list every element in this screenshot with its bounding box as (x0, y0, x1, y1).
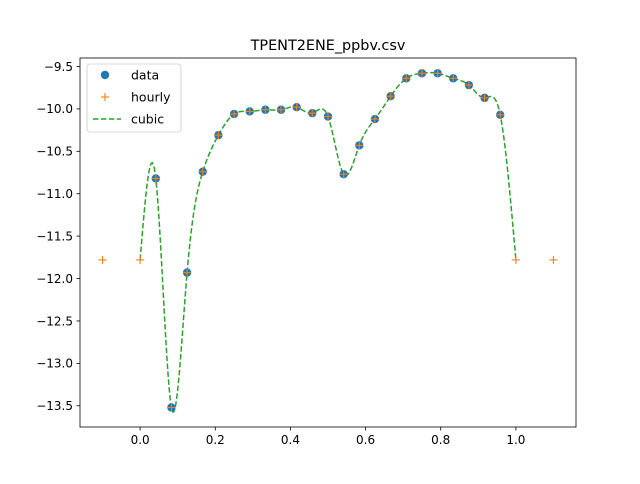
axes-frame (79, 57, 577, 428)
legend-box (86, 63, 182, 133)
plot-area (79, 57, 577, 428)
hourly-point (339, 170, 348, 179)
hourly-point (214, 131, 223, 140)
hourly-point (417, 69, 426, 78)
y-tick-label: −11.5 (36, 229, 73, 243)
hourly-point (511, 255, 520, 264)
x-tick-label: 1.0 (506, 433, 525, 447)
legend-marker-data (100, 70, 110, 80)
hourly-point (402, 74, 411, 83)
x-tick-label: 0.0 (131, 433, 150, 447)
hourly-point (261, 105, 270, 114)
hourly-point (449, 74, 458, 83)
y-tick-label: −13.0 (36, 357, 73, 371)
hourly-point (292, 103, 301, 112)
chart-title: TPENT2ENE_ppbv.csv (250, 38, 406, 54)
hourly-point (496, 110, 505, 119)
x-tick-label: 0.2 (206, 433, 225, 447)
hourly-point (151, 174, 160, 183)
y-tick-label: −13.5 (36, 399, 73, 413)
legend-entry-hourly: hourly (101, 90, 171, 105)
hourly-point (480, 93, 489, 102)
x-tick-label: 0.6 (356, 433, 375, 447)
legend-label: data (131, 68, 159, 83)
hourly-point (230, 109, 239, 118)
x-tick-label: 0.4 (281, 433, 300, 447)
hourly-point (277, 105, 286, 114)
y-tick-label: −11.0 (36, 187, 73, 201)
hourly-point (324, 112, 332, 121)
y-tick-label: −12.0 (36, 272, 73, 286)
hourly-point (549, 255, 558, 264)
hourly-point (167, 403, 176, 412)
hourly-point (355, 141, 364, 150)
hourly-point (308, 109, 317, 118)
legend-label: hourly (131, 90, 171, 105)
y-tick-label: −9.5 (44, 60, 73, 74)
legend: data hourly cubic (86, 63, 182, 133)
hourly-point (386, 92, 395, 101)
hourly-point (245, 107, 254, 116)
y-axis: −9.5 −10.0 −10.5 −11.0 −11.5 −12.0 −12.5 −13.0 −… (36, 60, 80, 413)
legend-label: cubic (131, 112, 164, 127)
hourly-point (98, 255, 107, 264)
legend-entry-data: data (100, 68, 159, 83)
hourly-point (464, 81, 473, 90)
hourly-point (370, 115, 379, 124)
x-tick-label: 0.8 (431, 433, 450, 447)
hourly-point (183, 268, 192, 277)
hourly-point (136, 255, 145, 264)
legend-entry-cubic: cubic (93, 112, 164, 127)
y-tick-label: −10.0 (36, 102, 73, 116)
y-tick-label: −12.5 (36, 314, 73, 328)
y-tick-label: −10.5 (36, 145, 73, 159)
hourly-point (433, 69, 442, 78)
hourly-point (198, 167, 207, 176)
x-axis: 0.0 0.2 0.4 0.6 0.8 1.0 (131, 427, 525, 447)
